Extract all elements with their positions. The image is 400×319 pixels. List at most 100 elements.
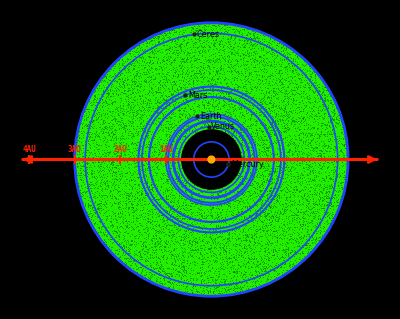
- Point: [336, 152, 342, 157]
- Point: [297, 222, 303, 227]
- Point: [74, 180, 80, 185]
- Point: [153, 229, 160, 234]
- Point: [185, 212, 191, 218]
- Point: [108, 112, 114, 117]
- Point: [313, 141, 320, 146]
- Point: [208, 261, 214, 266]
- Point: [181, 259, 187, 264]
- Point: [94, 160, 101, 165]
- Point: [147, 98, 154, 103]
- Point: [99, 185, 105, 190]
- Point: [282, 161, 288, 166]
- Point: [210, 78, 216, 83]
- Point: [165, 171, 172, 176]
- Point: [103, 204, 109, 210]
- Point: [190, 85, 196, 90]
- Point: [132, 81, 138, 86]
- Point: [91, 131, 98, 136]
- Point: [174, 133, 181, 138]
- Point: [231, 231, 238, 236]
- Point: [128, 190, 134, 196]
- Point: [200, 188, 207, 193]
- Point: [281, 123, 287, 128]
- Point: [143, 107, 150, 112]
- Point: [209, 264, 216, 269]
- Point: [112, 152, 118, 157]
- Point: [232, 227, 239, 232]
- Point: [228, 33, 234, 39]
- Point: [266, 43, 272, 48]
- Point: [188, 232, 194, 237]
- Point: [278, 85, 285, 90]
- Point: [233, 116, 240, 121]
- Point: [95, 148, 101, 153]
- Point: [214, 275, 221, 280]
- Point: [177, 158, 183, 163]
- Point: [93, 145, 99, 150]
- Point: [300, 150, 306, 155]
- Point: [304, 154, 310, 160]
- Point: [151, 149, 157, 154]
- Point: [108, 236, 114, 241]
- Point: [198, 203, 204, 208]
- Point: [131, 48, 138, 54]
- Point: [266, 107, 272, 112]
- Point: [260, 45, 266, 50]
- Point: [247, 107, 253, 112]
- Point: [183, 57, 190, 62]
- Point: [240, 192, 246, 197]
- Point: [131, 175, 137, 180]
- Point: [216, 48, 222, 53]
- Point: [311, 172, 317, 177]
- Point: [307, 171, 314, 176]
- Point: [189, 184, 196, 189]
- Point: [212, 236, 218, 241]
- Point: [144, 161, 150, 166]
- Point: [283, 243, 289, 248]
- Point: [180, 206, 187, 211]
- Point: [237, 201, 244, 206]
- Point: [245, 134, 251, 139]
- Point: [183, 271, 190, 276]
- Point: [136, 54, 143, 59]
- Point: [100, 156, 107, 161]
- Point: [159, 280, 166, 285]
- Point: [96, 219, 102, 224]
- Point: [227, 280, 233, 285]
- Point: [147, 276, 154, 281]
- Point: [248, 70, 255, 75]
- Point: [338, 194, 344, 199]
- Point: [178, 87, 185, 92]
- Point: [150, 34, 157, 39]
- Point: [124, 159, 130, 164]
- Point: [172, 288, 178, 293]
- Point: [231, 27, 237, 32]
- Point: [281, 261, 287, 266]
- Point: [172, 41, 179, 46]
- Point: [222, 243, 229, 249]
- Point: [143, 96, 149, 101]
- Point: [290, 58, 296, 63]
- Point: [153, 46, 160, 51]
- Point: [268, 108, 275, 114]
- Point: [117, 105, 123, 110]
- Point: [213, 104, 220, 109]
- Point: [89, 120, 96, 125]
- Point: [201, 121, 208, 126]
- Point: [242, 50, 248, 55]
- Point: [112, 109, 118, 114]
- Point: [262, 197, 268, 202]
- Point: [150, 110, 156, 115]
- Point: [259, 122, 266, 127]
- Point: [225, 241, 231, 246]
- Point: [228, 128, 234, 133]
- Point: [268, 62, 274, 67]
- Point: [289, 150, 295, 155]
- Point: [299, 161, 305, 166]
- Point: [123, 123, 129, 128]
- Point: [307, 185, 314, 190]
- Point: [261, 218, 267, 223]
- Point: [298, 80, 304, 85]
- Point: [136, 50, 143, 55]
- Point: [295, 255, 302, 260]
